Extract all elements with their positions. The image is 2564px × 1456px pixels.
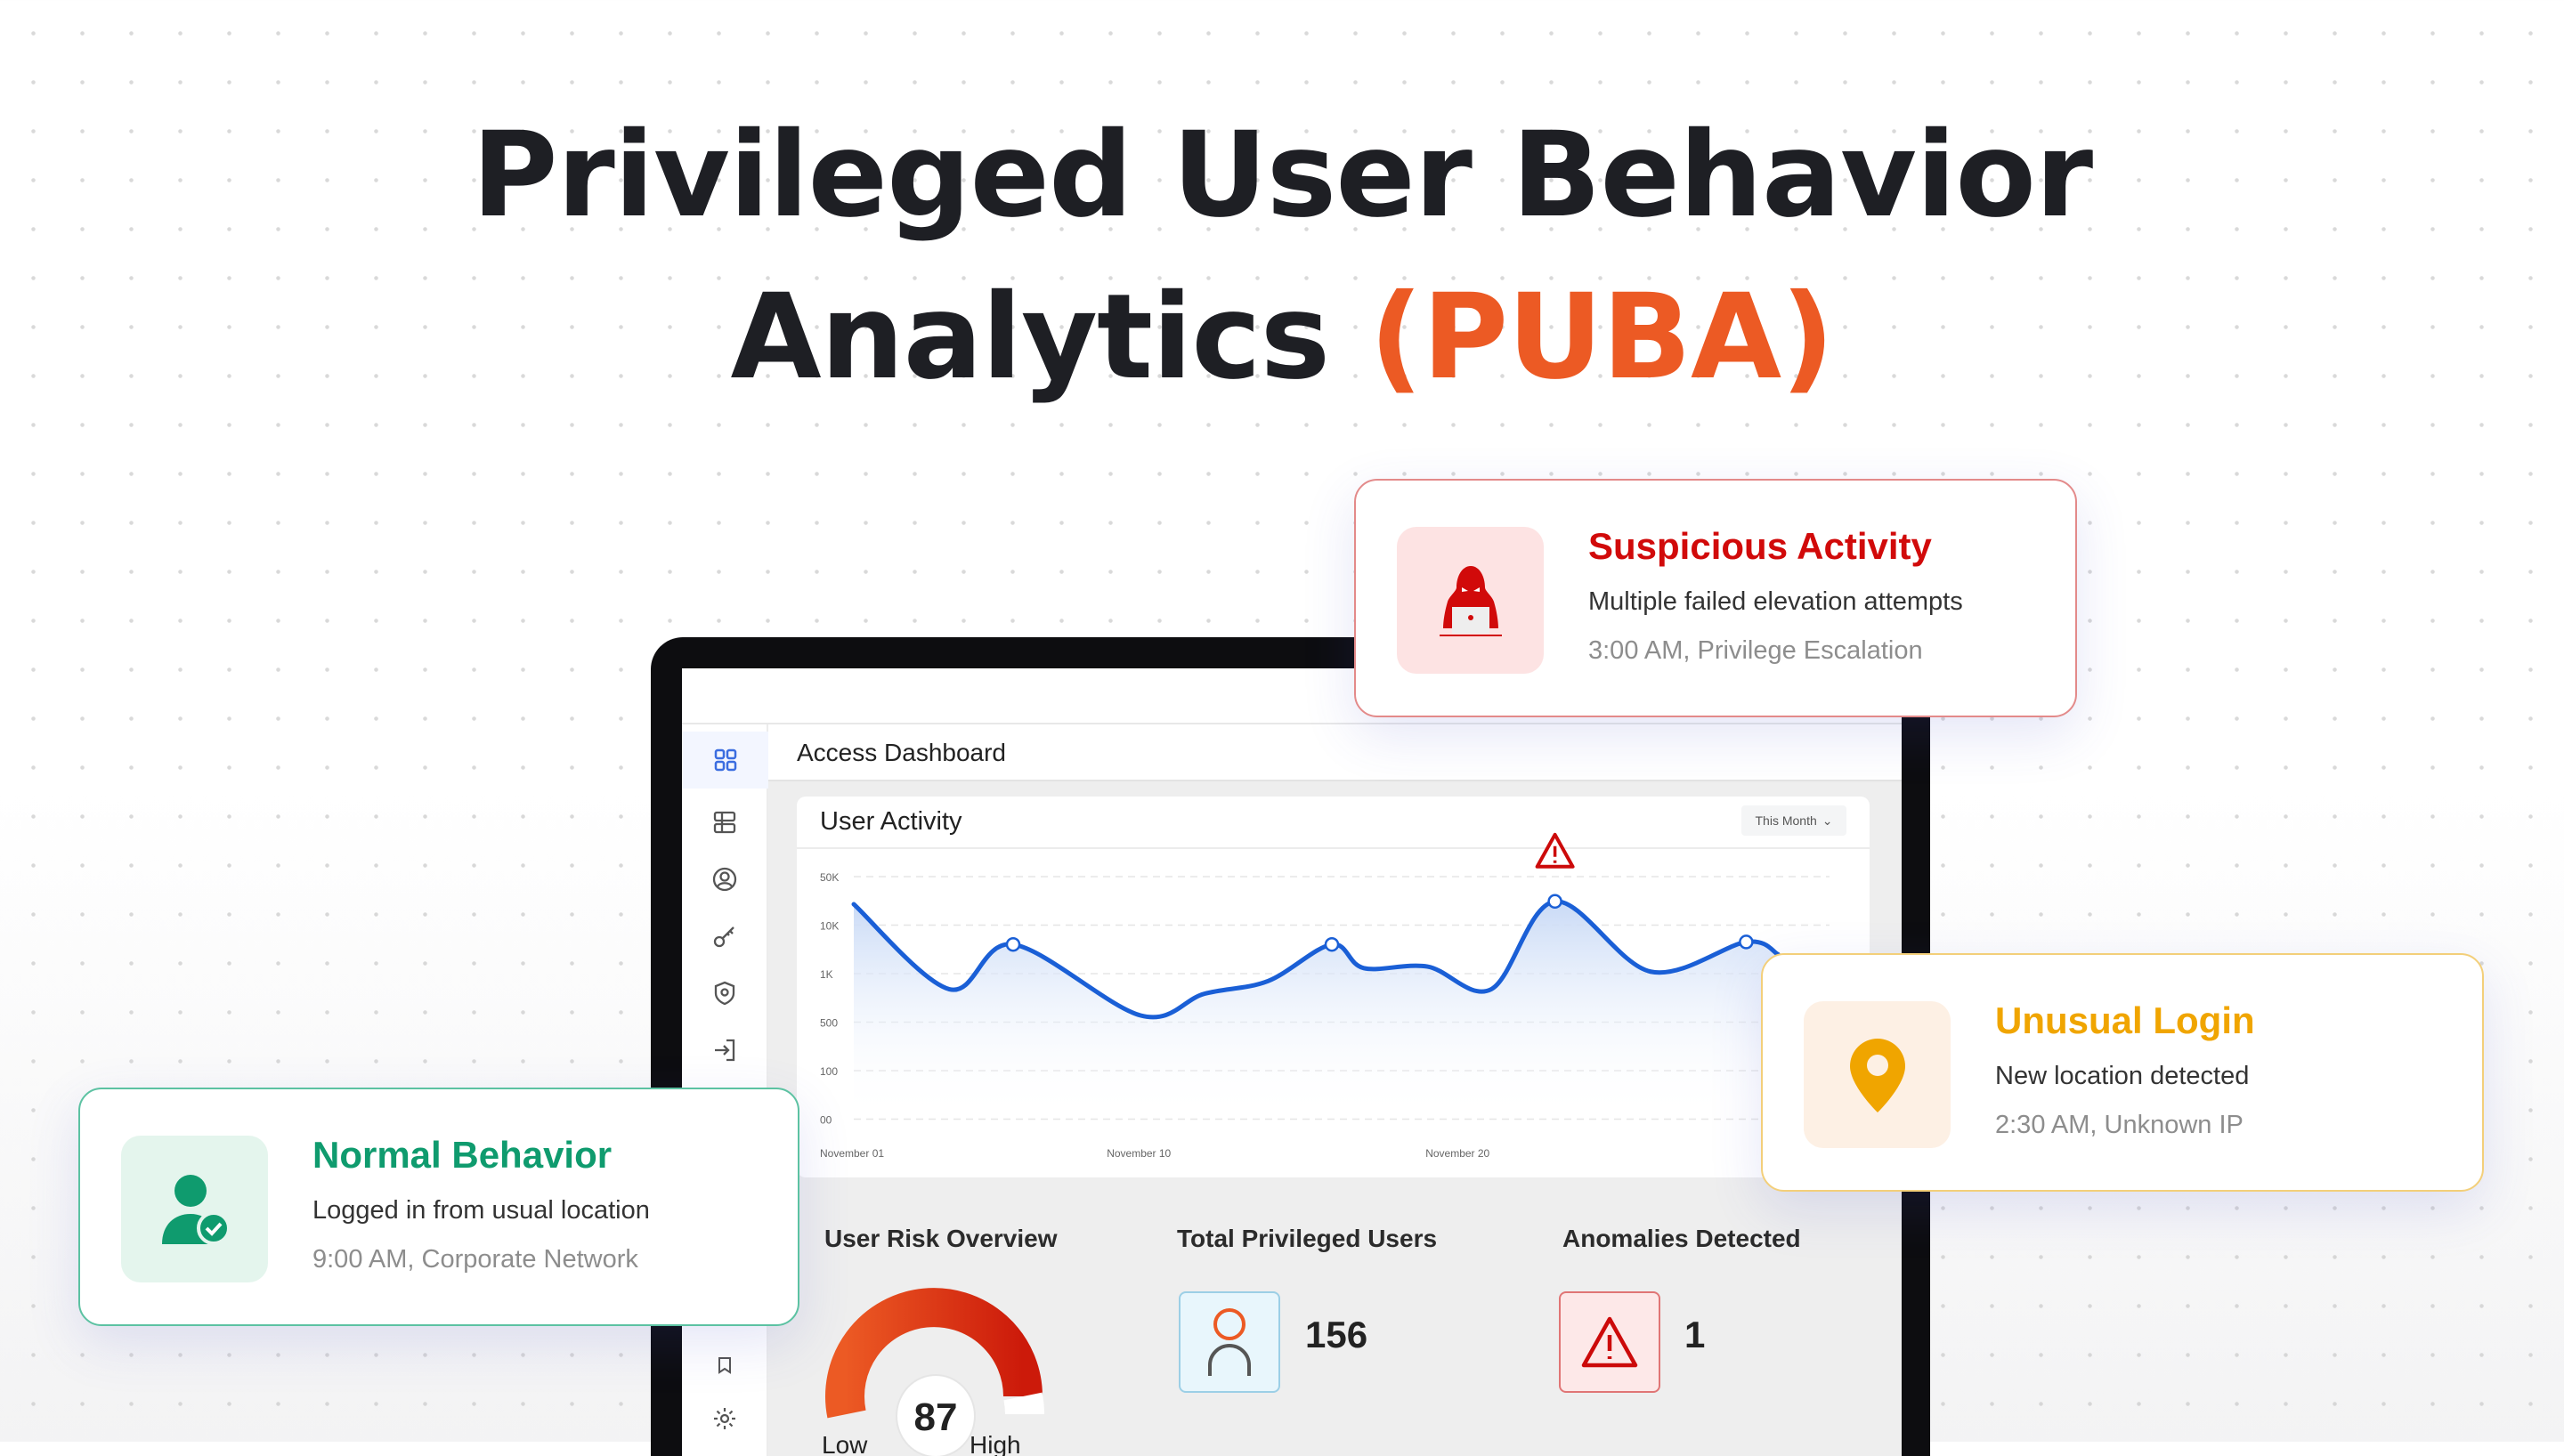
- suspicious-title: Suspicious Activity: [1588, 525, 1932, 567]
- data-point-marker: [1547, 894, 1562, 910]
- tablet-frame: Access Dashboard User Activity This Mont…: [651, 637, 1930, 1456]
- users-count: 156: [1305, 1314, 1368, 1355]
- range-label: This Month: [1755, 813, 1817, 828]
- users-title: Total Privileged Users: [1177, 1225, 1438, 1252]
- activity-area: [854, 901, 1779, 1120]
- suspicious-activity-card: Suspicious Activity Multiple failed elev…: [1354, 479, 2077, 717]
- normal-title: Normal Behavior: [312, 1134, 613, 1176]
- shield-icon[interactable]: [707, 975, 742, 1011]
- suspicious-meta: 3:00 AM, Privilege Escalation: [1588, 636, 1923, 665]
- x-tick-label: November 20: [1425, 1147, 1489, 1160]
- divider: [797, 847, 1870, 849]
- y-tick-label: 10K: [820, 920, 839, 933]
- range-dropdown[interactable]: This Month ⌄: [1741, 805, 1846, 836]
- gauge-arc: [825, 1288, 1043, 1419]
- user-check-icon: [121, 1136, 268, 1282]
- anomalies-title: Anomalies Detected: [1562, 1225, 1801, 1252]
- gear-icon[interactable]: [707, 1401, 742, 1436]
- x-tick-label: November 10: [1107, 1147, 1171, 1160]
- x-tick-label: November 01: [820, 1147, 884, 1160]
- grid-icon[interactable]: [682, 732, 768, 789]
- headline-accent: (PUBA): [1369, 269, 1834, 406]
- normal-meta: 9:00 AM, Corporate Network: [312, 1245, 638, 1274]
- headline-line-2: Analytics (PUBA): [0, 269, 2564, 406]
- hacker-icon: [1397, 527, 1544, 674]
- warning-icon: [1559, 1291, 1660, 1393]
- headline-line-1: Privileged User Behavior: [471, 107, 2093, 244]
- unusual-title: Unusual Login: [1995, 999, 2255, 1041]
- user-icon: [1179, 1291, 1280, 1393]
- bookmark-icon[interactable]: [707, 1347, 742, 1383]
- unusual-login-card: Unusual Login New location detected 2:30…: [1761, 953, 2484, 1192]
- data-point-marker: [1739, 934, 1754, 950]
- y-tick-label: 00: [820, 1114, 832, 1127]
- normal-body: Logged in from usual location: [312, 1196, 650, 1225]
- data-point-marker: [1324, 936, 1340, 952]
- user-circle-icon[interactable]: [707, 861, 742, 897]
- user-activity-card: User Activity This Month ⌄ 50K 10K 1K 500 100…: [797, 797, 1870, 1177]
- normal-behavior-card: Normal Behavior Logged in from usual loc…: [78, 1088, 799, 1326]
- key-icon[interactable]: [707, 918, 742, 954]
- activity-chart: 50K 10K 1K 500 100 00 November 01 November 10 No…: [820, 832, 1830, 1160]
- chevron-down-icon: ⌄: [1822, 813, 1833, 828]
- unusual-body: New location detected: [1995, 1062, 2250, 1090]
- gauge-low: Low: [822, 1431, 868, 1456]
- suspicious-body: Multiple failed elevation attempts: [1588, 587, 1963, 616]
- gauge-high: High: [970, 1431, 1021, 1456]
- login-icon[interactable]: [707, 1032, 742, 1068]
- y-tick-label: 1K: [820, 968, 833, 981]
- headline-main: Analytics: [730, 269, 1370, 406]
- y-tick-label: 50K: [820, 871, 839, 884]
- dashboard-title: Access Dashboard: [797, 739, 1007, 766]
- risk-score: 87: [914, 1395, 958, 1439]
- risk-title: User Risk Overview: [824, 1225, 1058, 1252]
- dashboard-screen: Access Dashboard User Activity This Mont…: [682, 668, 1902, 1456]
- risk-gauge: 87 Low High: [822, 1288, 1045, 1456]
- anomalies-count: 1: [1684, 1314, 1706, 1355]
- user-activity-title: User Activity: [820, 807, 962, 836]
- y-tick-label: 500: [820, 1017, 838, 1030]
- dashboard-header: Access Dashboard: [768, 724, 1902, 781]
- data-point-marker: [1005, 936, 1021, 952]
- y-tick-label: 100: [820, 1065, 838, 1078]
- layout-icon[interactable]: [707, 805, 742, 840]
- location-pin-icon: [1804, 1001, 1951, 1148]
- unusual-meta: 2:30 AM, Unknown IP: [1995, 1111, 2244, 1139]
